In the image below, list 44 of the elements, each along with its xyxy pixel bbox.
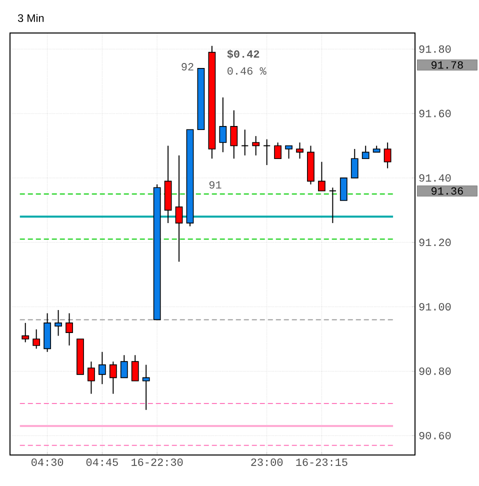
candlestick bbox=[241, 129, 249, 156]
y-tick-label: 91.40 bbox=[419, 174, 451, 182]
candlestick bbox=[142, 364, 150, 410]
candlestick bbox=[109, 361, 117, 394]
y-tick-label: 91.80 bbox=[419, 45, 451, 53]
candlestick bbox=[54, 310, 62, 336]
annotation: $0.42 bbox=[227, 50, 260, 59]
candlestick bbox=[362, 145, 370, 160]
candlestick bbox=[88, 361, 95, 394]
candlestick bbox=[120, 354, 128, 378]
y-tick-label: 90.80 bbox=[419, 368, 451, 375]
candlestick bbox=[296, 142, 304, 160]
candlestick bbox=[350, 148, 358, 178]
x-tick-label: 23:00 bbox=[251, 458, 283, 466]
candlestick bbox=[274, 142, 282, 160]
y-tick-label: 91.20 bbox=[419, 238, 451, 246]
annotation: 92 bbox=[182, 63, 194, 70]
annotation: 0.46 % bbox=[228, 67, 266, 75]
candlestick bbox=[22, 322, 30, 343]
x-tick-label: 04:45 bbox=[86, 458, 118, 466]
candlestick bbox=[175, 154, 183, 262]
y-tick-label: 90.60 bbox=[419, 432, 451, 440]
candlestick bbox=[328, 187, 336, 224]
text: 91.36 bbox=[432, 187, 463, 195]
x-tick-label: 04:30 bbox=[32, 458, 64, 466]
candlestick bbox=[32, 328, 40, 350]
candlestick bbox=[252, 136, 260, 156]
candlestick bbox=[263, 138, 271, 166]
chart-title: 3 Min bbox=[18, 14, 44, 22]
candlestick bbox=[340, 178, 348, 201]
candlestick bbox=[131, 354, 139, 382]
candlestick bbox=[230, 110, 238, 160]
candlestick bbox=[285, 145, 292, 160]
candlestick bbox=[384, 142, 392, 169]
x-tick-label: 16-22:30 bbox=[132, 458, 183, 466]
y-tick-label: 91.60 bbox=[419, 110, 451, 118]
y-tick-label: 91.00 bbox=[419, 303, 451, 311]
candlestick bbox=[98, 351, 106, 385]
x-tick-label: 16-23:15 bbox=[296, 458, 348, 466]
candlestick bbox=[219, 96, 227, 153]
annotation: 91 bbox=[209, 181, 222, 189]
text: 91.78 bbox=[432, 61, 463, 69]
candlestick bbox=[66, 312, 73, 346]
candlestick bbox=[318, 161, 326, 192]
